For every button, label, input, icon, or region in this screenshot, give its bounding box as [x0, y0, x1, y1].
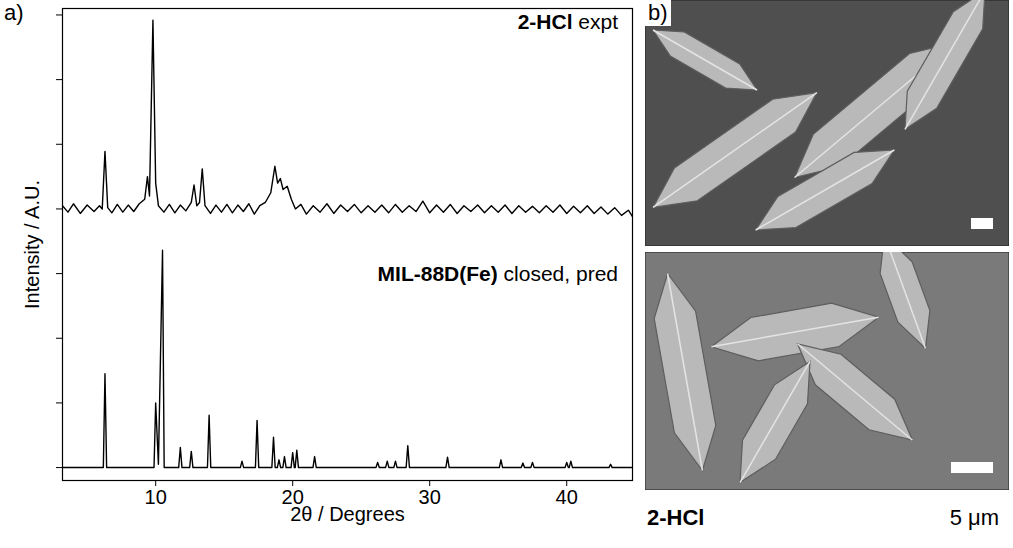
svg-text:2θ / Degrees: 2θ / Degrees — [290, 503, 405, 525]
svg-text:20: 20 — [281, 485, 304, 508]
html-text:2-HCl: 2-HCl — [647, 505, 705, 530]
svg-text:30: 30 — [419, 486, 441, 508]
html-text:2-HCl expt: 2-HCl expt — [517, 10, 618, 33]
svg-text:Intensity / A.U.: Intensity / A.U. — [21, 180, 43, 309]
html-text:MIL-88D(Fe) closed, pred: MIL-88D(Fe) closed, pred — [377, 262, 618, 285]
svg-text:40: 40 — [556, 486, 578, 508]
html-text:a): a) — [4, 0, 24, 25]
html-text:5 μm: 5 μm — [949, 505, 999, 530]
html-text:b): b) — [648, 0, 668, 25]
svg-text:10: 10 — [145, 486, 167, 508]
